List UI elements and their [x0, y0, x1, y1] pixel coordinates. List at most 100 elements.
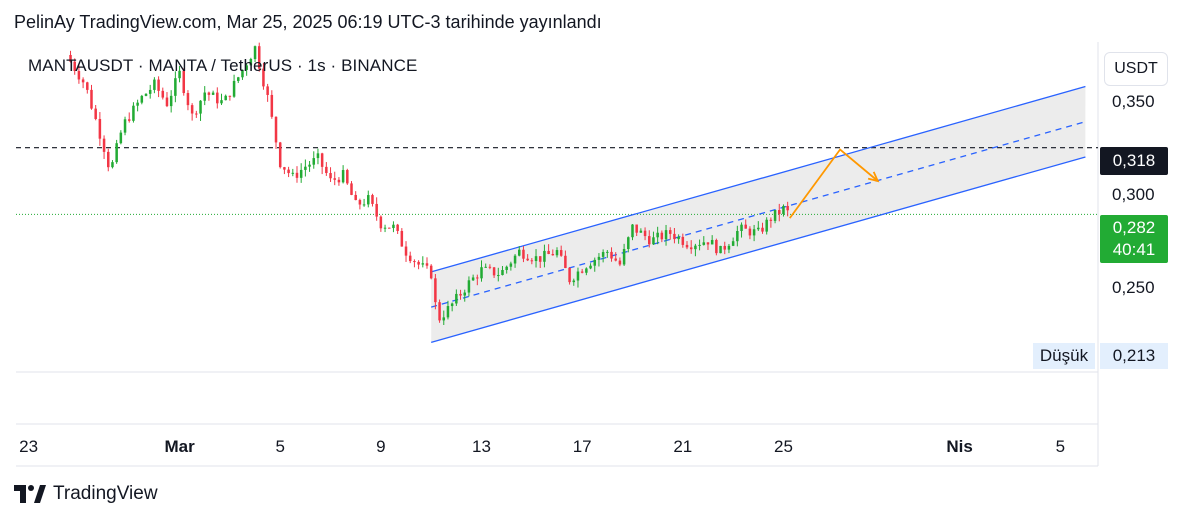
candle-down	[266, 86, 269, 95]
candle-up	[467, 280, 471, 293]
candle-up	[455, 293, 458, 304]
candle-down	[580, 271, 584, 273]
candle-up	[606, 251, 609, 253]
candle-up	[119, 132, 123, 144]
candle-down	[706, 242, 710, 245]
candle-up	[736, 231, 739, 242]
candle-down	[90, 89, 93, 109]
candle-down	[320, 153, 324, 167]
candle-up	[144, 93, 148, 96]
candle-up	[627, 237, 630, 249]
candle-down	[190, 105, 194, 114]
candle-up	[597, 256, 601, 260]
candle-down	[358, 200, 362, 205]
candle-up	[178, 70, 181, 79]
candle-down	[681, 236, 685, 245]
candle-down	[434, 278, 437, 303]
candle-down	[69, 54, 72, 62]
candle-down	[643, 230, 647, 237]
candle-down	[207, 92, 211, 95]
candle-down	[530, 260, 534, 262]
candle-down	[195, 113, 198, 115]
candle-up	[463, 292, 466, 296]
x-tick-label: 25	[774, 437, 793, 456]
candle-down	[417, 261, 420, 265]
candle-down	[551, 254, 555, 256]
candle-up	[484, 266, 487, 268]
candle-down	[660, 232, 664, 240]
candle-down	[186, 93, 190, 106]
candle-down	[723, 245, 727, 250]
candle-down	[668, 230, 672, 234]
candle-down	[81, 79, 85, 83]
x-tick-label: 23	[19, 437, 39, 456]
candle-up	[576, 271, 580, 281]
currency-button[interactable]: USDT	[1104, 52, 1168, 86]
candle-up	[509, 263, 513, 267]
candle-up	[304, 166, 307, 170]
candle-up	[299, 169, 303, 178]
candle-down	[559, 250, 563, 256]
candle-up	[656, 232, 659, 238]
candle-up	[534, 256, 538, 262]
candle-up	[727, 245, 731, 250]
candle-down	[329, 173, 332, 179]
candle-up	[572, 280, 576, 283]
candle-up	[765, 219, 768, 232]
candle-up	[622, 248, 626, 265]
candle-down	[538, 256, 542, 262]
candle-up	[446, 306, 450, 318]
candle-down	[648, 236, 651, 245]
y-tick-label: 0,350	[1112, 92, 1155, 111]
candle-up	[593, 259, 597, 266]
candle-down	[778, 210, 781, 215]
candle-down	[73, 61, 76, 72]
candle-down	[278, 142, 282, 168]
candle-down	[547, 250, 550, 255]
candle-down	[350, 183, 353, 195]
candle-up	[501, 269, 504, 276]
candle-down	[325, 166, 328, 174]
candle-up	[450, 303, 454, 307]
candle-down	[161, 90, 165, 98]
bar-countdown: 40:41	[1112, 240, 1156, 259]
candle-up	[740, 224, 743, 232]
low-value: 0,213	[1100, 343, 1168, 369]
candle-down	[404, 246, 408, 256]
candle-down	[337, 179, 341, 183]
candle-up	[199, 100, 202, 114]
candle-down	[228, 95, 232, 97]
y-tick-label: 0,300	[1112, 185, 1155, 204]
candle-down	[283, 167, 286, 170]
candle-up	[123, 119, 127, 133]
candle-down	[400, 230, 404, 247]
candle-down	[375, 203, 378, 217]
candle-down	[333, 178, 336, 180]
channel-upper-line	[431, 85, 1086, 273]
candle-up	[169, 95, 173, 107]
candle-up	[505, 266, 508, 270]
candle-down	[413, 261, 416, 263]
candle-down	[182, 70, 186, 94]
candle-down	[476, 277, 479, 279]
candle-down	[387, 227, 391, 229]
candle-up	[702, 242, 706, 245]
candle-up	[694, 245, 697, 250]
candle-up	[383, 227, 387, 229]
candle-down	[127, 119, 131, 121]
y-tick-label: 0,250	[1112, 278, 1155, 297]
candle-up	[115, 143, 118, 163]
candle-up	[224, 95, 227, 101]
candle-up	[773, 210, 777, 221]
candle-down	[618, 260, 622, 265]
brand: TradingView	[14, 483, 158, 505]
candle-up	[291, 172, 295, 174]
candle-up	[140, 95, 144, 103]
candle-up	[480, 267, 483, 279]
candle-up	[731, 241, 735, 246]
candle-down	[744, 224, 747, 229]
candle-down	[216, 92, 219, 104]
x-tick-label: 5	[1055, 437, 1066, 456]
candle-up	[341, 170, 345, 183]
